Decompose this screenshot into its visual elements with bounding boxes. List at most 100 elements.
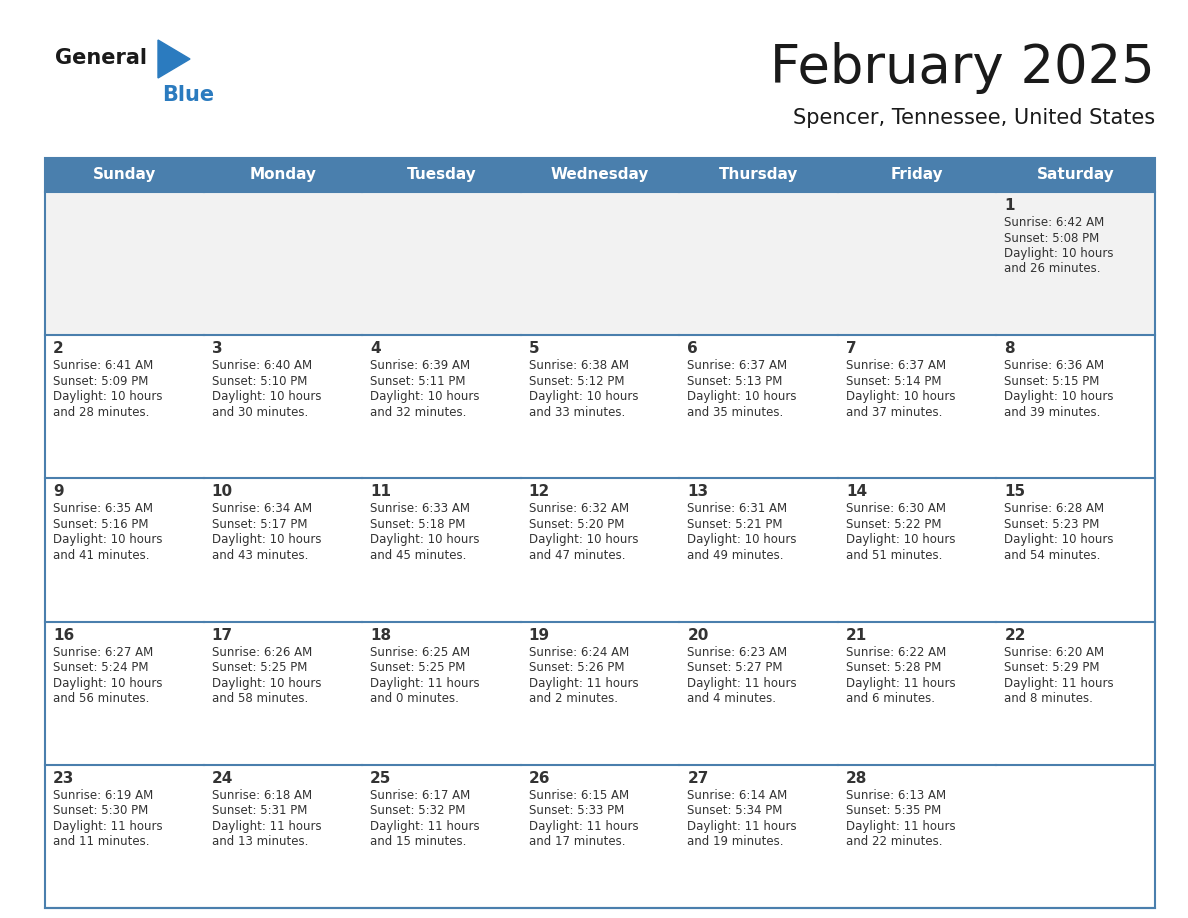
Text: Daylight: 10 hours: Daylight: 10 hours (846, 390, 955, 403)
Text: and 4 minutes.: and 4 minutes. (688, 692, 776, 705)
Text: Sunrise: 6:32 AM: Sunrise: 6:32 AM (529, 502, 628, 515)
Bar (997, 192, 1155, 335)
Bar (838, 192, 997, 335)
Text: and 0 minutes.: and 0 minutes. (371, 692, 459, 705)
Text: and 39 minutes.: and 39 minutes. (1004, 406, 1101, 419)
Text: Sunset: 5:17 PM: Sunset: 5:17 PM (211, 518, 307, 531)
Text: and 41 minutes.: and 41 minutes. (53, 549, 150, 562)
Text: 5: 5 (529, 341, 539, 356)
Text: and 45 minutes.: and 45 minutes. (371, 549, 467, 562)
Bar (838, 335, 997, 478)
Bar (838, 478, 997, 621)
Text: Sunset: 5:20 PM: Sunset: 5:20 PM (529, 518, 624, 531)
Bar (45, 158, 1155, 908)
Text: 21: 21 (846, 628, 867, 643)
Bar (203, 335, 362, 478)
Text: 17: 17 (211, 628, 233, 643)
Text: Sunrise: 6:26 AM: Sunrise: 6:26 AM (211, 645, 311, 658)
Text: and 15 minutes.: and 15 minutes. (371, 835, 467, 848)
Text: Blue: Blue (162, 85, 214, 105)
Text: Daylight: 10 hours: Daylight: 10 hours (371, 533, 480, 546)
Bar (838, 621, 997, 765)
Text: Monday: Monday (249, 167, 316, 183)
Text: Daylight: 11 hours: Daylight: 11 hours (371, 677, 480, 689)
Text: Sunrise: 6:39 AM: Sunrise: 6:39 AM (371, 359, 470, 372)
Text: and 33 minutes.: and 33 minutes. (529, 406, 625, 419)
Text: Sunrise: 6:22 AM: Sunrise: 6:22 AM (846, 645, 946, 658)
Bar (838, 158, 997, 192)
Text: Daylight: 11 hours: Daylight: 11 hours (846, 677, 955, 689)
Bar (680, 192, 838, 335)
Text: Sunday: Sunday (93, 167, 156, 183)
Text: Sunrise: 6:34 AM: Sunrise: 6:34 AM (211, 502, 311, 515)
Text: Sunset: 5:12 PM: Sunset: 5:12 PM (529, 375, 624, 387)
Text: Daylight: 10 hours: Daylight: 10 hours (371, 390, 480, 403)
Text: Daylight: 10 hours: Daylight: 10 hours (211, 533, 321, 546)
Bar (997, 158, 1155, 192)
Text: and 37 minutes.: and 37 minutes. (846, 406, 942, 419)
Text: 3: 3 (211, 341, 222, 356)
Bar (838, 765, 997, 908)
Text: Daylight: 10 hours: Daylight: 10 hours (211, 677, 321, 689)
Text: Daylight: 10 hours: Daylight: 10 hours (1004, 390, 1114, 403)
Text: Daylight: 11 hours: Daylight: 11 hours (53, 820, 163, 833)
Text: February 2025: February 2025 (770, 42, 1155, 94)
Bar (997, 621, 1155, 765)
Bar (362, 621, 520, 765)
Text: Daylight: 10 hours: Daylight: 10 hours (529, 533, 638, 546)
Bar (520, 335, 680, 478)
Text: 10: 10 (211, 485, 233, 499)
Text: Daylight: 10 hours: Daylight: 10 hours (846, 533, 955, 546)
Text: Wednesday: Wednesday (551, 167, 649, 183)
Text: Sunset: 5:13 PM: Sunset: 5:13 PM (688, 375, 783, 387)
Bar (520, 765, 680, 908)
Text: Sunset: 5:25 PM: Sunset: 5:25 PM (371, 661, 466, 674)
Text: Sunset: 5:22 PM: Sunset: 5:22 PM (846, 518, 941, 531)
Text: Sunset: 5:23 PM: Sunset: 5:23 PM (1004, 518, 1100, 531)
Text: Sunrise: 6:42 AM: Sunrise: 6:42 AM (1004, 216, 1105, 229)
Bar (520, 158, 680, 192)
Bar (997, 335, 1155, 478)
Text: 15: 15 (1004, 485, 1025, 499)
Text: Sunrise: 6:36 AM: Sunrise: 6:36 AM (1004, 359, 1105, 372)
Text: 12: 12 (529, 485, 550, 499)
Text: 27: 27 (688, 771, 709, 786)
Text: 4: 4 (371, 341, 381, 356)
Text: Sunset: 5:25 PM: Sunset: 5:25 PM (211, 661, 307, 674)
Text: Daylight: 10 hours: Daylight: 10 hours (688, 390, 797, 403)
Text: Sunset: 5:15 PM: Sunset: 5:15 PM (1004, 375, 1100, 387)
Bar (362, 478, 520, 621)
Bar (680, 621, 838, 765)
Bar (45, 765, 203, 908)
Text: Sunrise: 6:14 AM: Sunrise: 6:14 AM (688, 789, 788, 801)
Text: 18: 18 (371, 628, 391, 643)
Text: 19: 19 (529, 628, 550, 643)
Text: Sunrise: 6:25 AM: Sunrise: 6:25 AM (371, 645, 470, 658)
Bar (997, 478, 1155, 621)
Bar (45, 335, 203, 478)
Text: Sunrise: 6:27 AM: Sunrise: 6:27 AM (53, 645, 153, 658)
Bar (520, 478, 680, 621)
Bar (45, 478, 203, 621)
Bar (45, 192, 203, 335)
Text: 25: 25 (371, 771, 392, 786)
Bar (203, 478, 362, 621)
Bar (362, 335, 520, 478)
Text: Spencer, Tennessee, United States: Spencer, Tennessee, United States (792, 108, 1155, 128)
Text: Daylight: 10 hours: Daylight: 10 hours (688, 533, 797, 546)
Text: Daylight: 10 hours: Daylight: 10 hours (1004, 247, 1114, 260)
Text: 6: 6 (688, 341, 699, 356)
Text: Sunrise: 6:37 AM: Sunrise: 6:37 AM (688, 359, 788, 372)
Text: Sunrise: 6:40 AM: Sunrise: 6:40 AM (211, 359, 311, 372)
Text: and 56 minutes.: and 56 minutes. (53, 692, 150, 705)
Bar (203, 621, 362, 765)
Text: Daylight: 10 hours: Daylight: 10 hours (211, 390, 321, 403)
Text: Sunrise: 6:38 AM: Sunrise: 6:38 AM (529, 359, 628, 372)
Text: Sunset: 5:28 PM: Sunset: 5:28 PM (846, 661, 941, 674)
Text: Daylight: 11 hours: Daylight: 11 hours (688, 820, 797, 833)
Text: 2: 2 (53, 341, 64, 356)
Bar (680, 158, 838, 192)
Text: Sunset: 5:31 PM: Sunset: 5:31 PM (211, 804, 307, 817)
Text: 20: 20 (688, 628, 709, 643)
Text: Tuesday: Tuesday (406, 167, 476, 183)
